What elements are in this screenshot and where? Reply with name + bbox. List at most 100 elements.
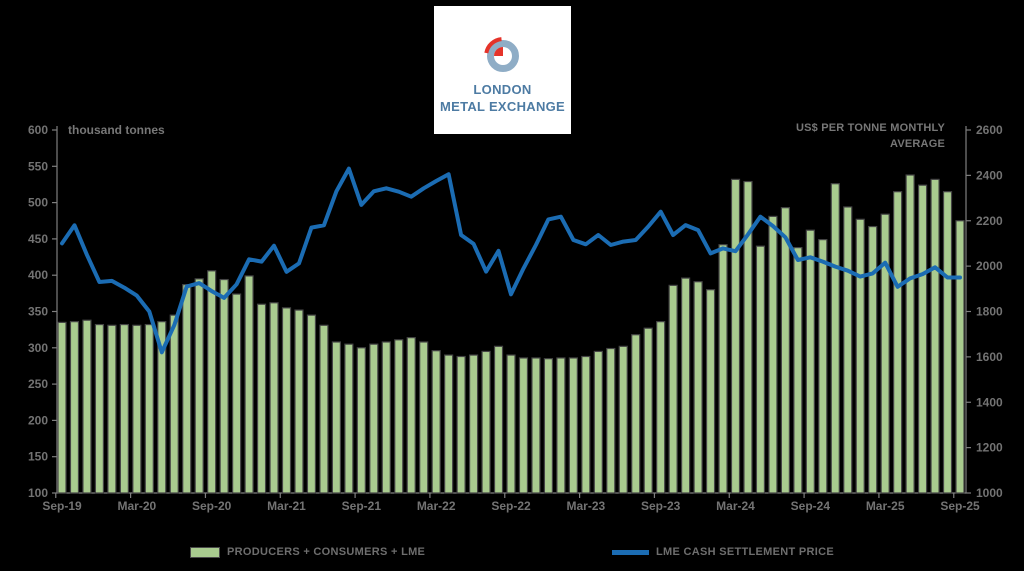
bar-apr-21 (294, 309, 304, 494)
right-axis-tick-label: 1800 (976, 305, 1003, 319)
left-axis-tick-label: 100 (28, 486, 48, 500)
left-axis-title: thousand tonnes (68, 123, 165, 137)
bar-may-23 (606, 347, 616, 494)
bar-jun-21 (319, 324, 329, 494)
logo-text-line1: LONDON (473, 82, 532, 97)
bar-jun-23 (618, 345, 628, 494)
x-axis-tick-label: Sep-22 (491, 499, 531, 513)
x-axis-tick-label: Mar-20 (117, 499, 156, 513)
bar-mar-25 (880, 213, 890, 494)
bar-sep-23 (656, 321, 666, 494)
legend-stocks-label: PRODUCERS + CONSUMERS + LME (227, 546, 426, 558)
bar-apr-25 (893, 191, 903, 494)
right-axis-tick-label: 2400 (976, 168, 1003, 182)
bar-jan-23 (556, 357, 566, 494)
bar-mar-22 (431, 350, 441, 494)
left-axis-tick-label: 400 (28, 268, 48, 282)
x-axis-tick-label: Sep-23 (641, 499, 681, 513)
x-axis-tick-label: Mar-23 (566, 499, 605, 513)
left-axis-tick-label: 550 (28, 159, 48, 173)
x-axis-tick-label: Sep-19 (42, 499, 82, 513)
bar-apr-20 (144, 323, 154, 494)
bar-feb-20 (119, 323, 129, 494)
bar-sep-25 (955, 220, 965, 494)
x-axis-tick-label: Sep-20 (192, 499, 232, 513)
right-axis-tick-label: 2000 (976, 259, 1003, 273)
bar-feb-23 (568, 357, 578, 494)
x-axis-tick-label: Mar-24 (716, 499, 755, 513)
right-axis-tick-label: 2600 (976, 123, 1003, 137)
bar-dec-22 (543, 358, 554, 494)
bar-feb-24 (718, 244, 728, 494)
right-axis-title-line1: US$ PER TONNE MONTHLY (795, 122, 945, 134)
bar-may-22 (456, 355, 466, 494)
bar-jul-24 (780, 207, 790, 494)
bar-dec-24 (843, 206, 853, 494)
legend-item-stocks: PRODUCERS + CONSUMERS + LME (190, 545, 425, 559)
bar-jul-23 (631, 334, 641, 494)
left-axis-tick-label: 350 (28, 305, 48, 319)
bar-aug-20 (194, 278, 204, 494)
bar-sep-21 (356, 347, 366, 494)
bar-oct-23 (668, 284, 678, 494)
bar-jul-21 (331, 341, 341, 494)
bar-mar-24 (730, 178, 741, 494)
bar-jan-20 (107, 324, 117, 494)
bar-sep-24 (805, 229, 815, 494)
bar-jan-21 (256, 303, 267, 494)
bar-apr-23 (593, 350, 603, 494)
x-axis-tick-label: Sep-21 (342, 499, 382, 513)
legend-item-price: LME CASH SETTLEMENT PRICE (612, 545, 834, 559)
right-axis-tick-label: 2200 (976, 214, 1003, 228)
bar-aug-22 (493, 345, 504, 494)
left-axis-tick-label: 450 (28, 232, 48, 246)
x-axis-tick-label: Sep-25 (940, 499, 980, 513)
left-axis-tick-label: 250 (28, 377, 48, 391)
bar-jan-24 (705, 289, 716, 494)
bar-oct-21 (369, 343, 379, 494)
bar-nov-19 (82, 319, 92, 494)
bar-apr-24 (743, 180, 753, 494)
bar-oct-24 (818, 239, 828, 494)
bar-jan-25 (855, 218, 865, 494)
legend-line-swatch (612, 549, 649, 555)
left-axis-tick-label: 150 (28, 450, 48, 464)
bar-feb-25 (868, 225, 878, 494)
stocks-bars (57, 174, 965, 494)
bar-oct-22 (518, 357, 529, 494)
price-line (60, 166, 962, 355)
bar-dec-19 (94, 323, 105, 494)
bar-jan-22 (406, 337, 416, 494)
x-axis-tick-label: Mar-21 (267, 499, 306, 513)
x-axis-tick-label: Sep-24 (791, 499, 831, 513)
bar-nov-20 (232, 293, 242, 494)
left-axis-tick-label: 200 (28, 413, 48, 427)
right-axis-tick-label: 1600 (976, 350, 1003, 364)
bar-dec-20 (244, 275, 254, 494)
legend-price-label: LME CASH SETTLEMENT PRICE (656, 546, 835, 558)
bar-aug-21 (344, 343, 354, 494)
right-axis-title-line2: AVERAGE (890, 138, 945, 150)
bar-oct-19 (69, 321, 80, 494)
right-axis-tick-label: 1200 (976, 441, 1003, 455)
bar-jun-24 (768, 215, 778, 494)
left-axis-tick-label: 500 (28, 196, 48, 210)
tick-labels: 600 550 500 450 400 350 300 250 200 150 100 2600 240… (28, 123, 1003, 513)
bar-mar-23 (581, 355, 591, 494)
bar-may-21 (306, 314, 317, 494)
lme-logo: LONDON METAL EXCHANGE (434, 6, 571, 134)
bar-aug-24 (793, 247, 803, 494)
bar-mar-20 (132, 324, 142, 494)
bar-nov-22 (531, 357, 541, 494)
left-axis-tick-label: 600 (28, 123, 48, 137)
x-axis-tick-label: Mar-22 (417, 499, 456, 513)
bar-jun-22 (468, 354, 479, 494)
lme-logo-mark-icon (484, 37, 519, 72)
bar-jun-20 (169, 314, 179, 494)
bar-apr-22 (444, 354, 454, 494)
bar-sep-20 (207, 270, 217, 494)
bar-oct-20 (219, 278, 229, 494)
right-axis-tick-label: 1400 (976, 395, 1003, 409)
bar-jun-25 (917, 184, 928, 494)
